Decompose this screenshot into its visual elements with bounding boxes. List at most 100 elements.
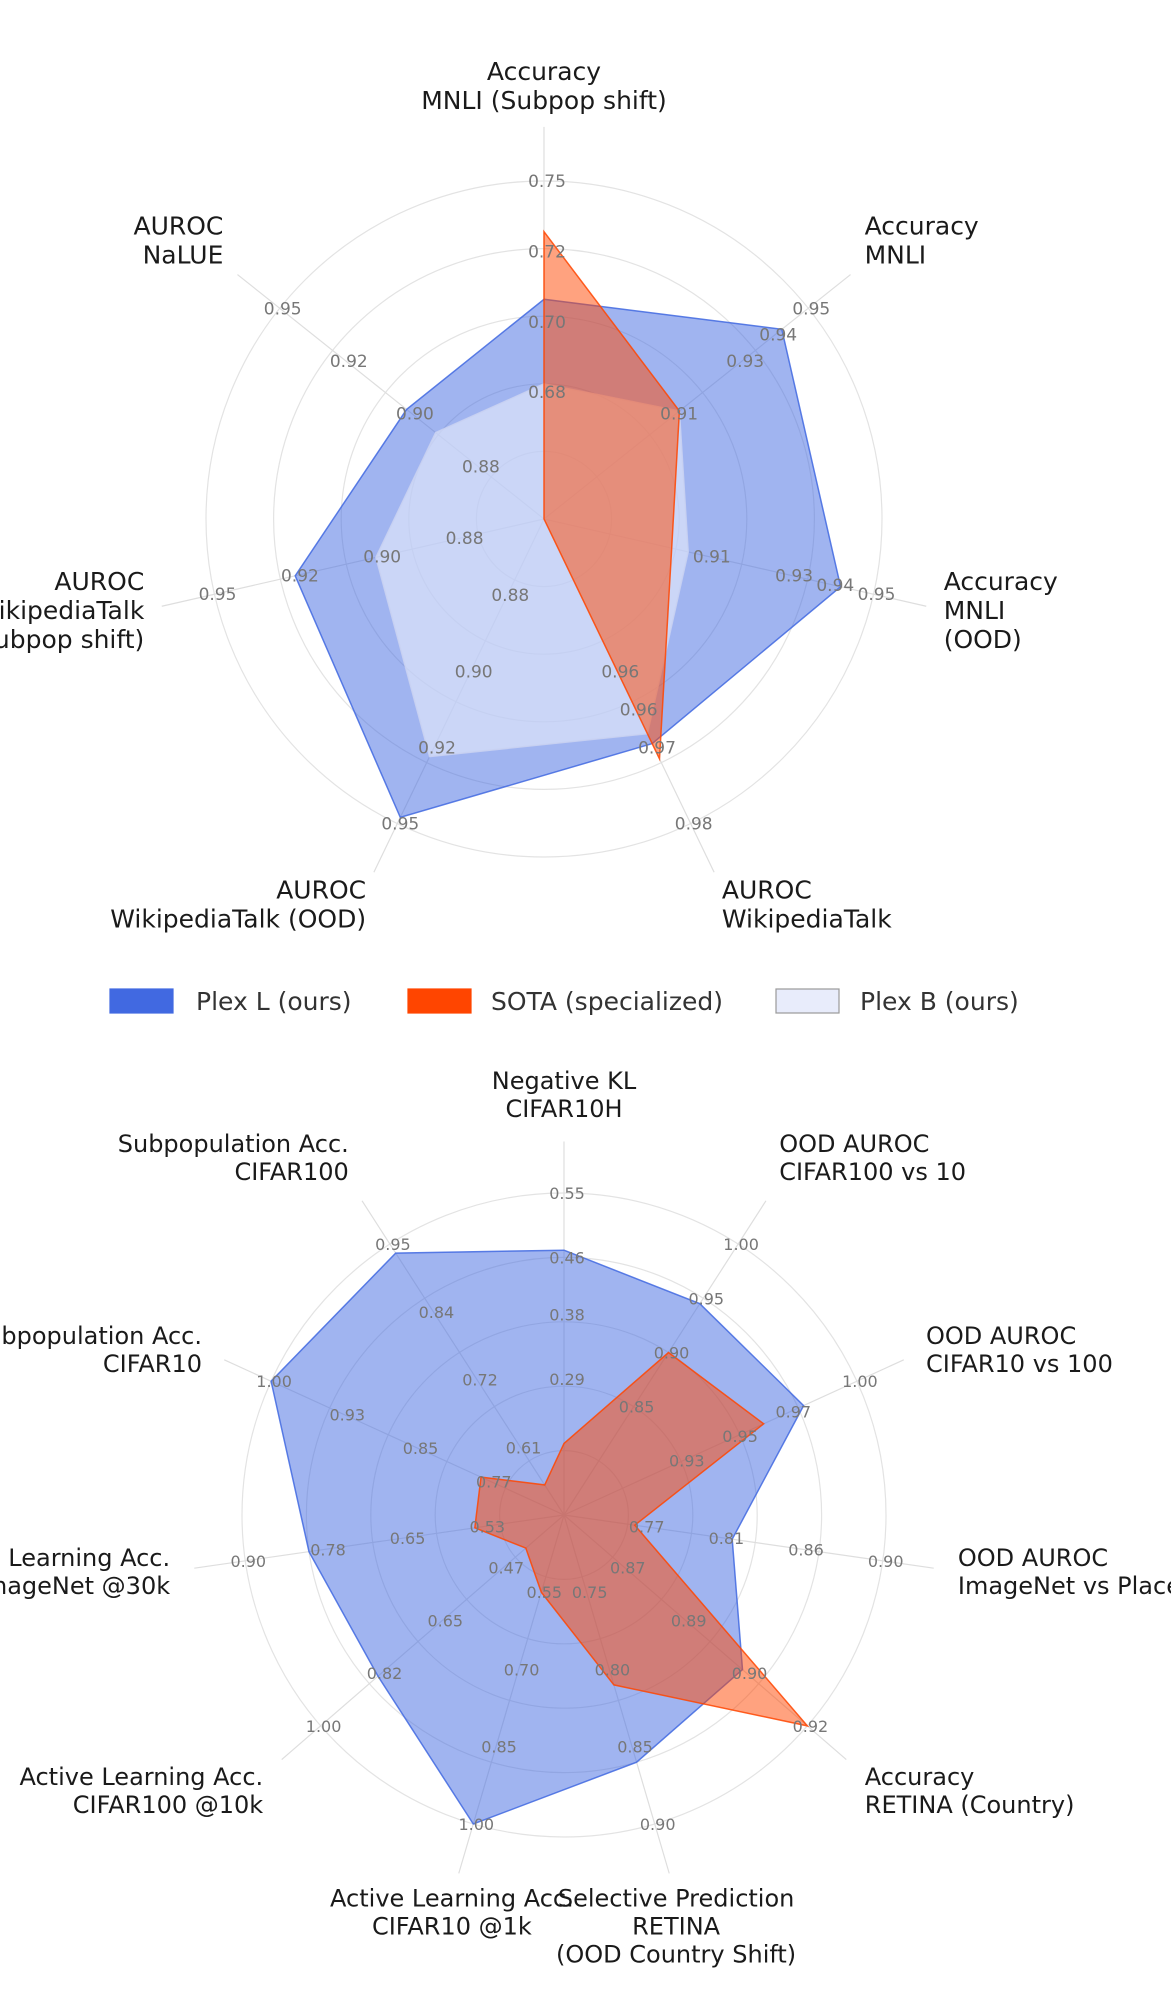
axis-title-line: CIFAR10 @1k [372, 1913, 532, 1941]
axis-title-line: ImageNet vs Places3 [958, 1572, 1171, 1600]
axis-title-line: OOD AUROC [926, 1322, 1076, 1350]
tick-label: 0.92 [281, 566, 319, 586]
axis-title: Active Learning Acc. CIFAR10 @1k [330, 1885, 574, 1941]
tick-label: 0.38 [549, 1306, 585, 1325]
axis-title: Accuracy MNLI [865, 211, 979, 269]
axis-title-line: WikipediaTalk [722, 904, 892, 933]
tick-label: 1.00 [723, 1235, 759, 1254]
tick-label: 0.68 [528, 383, 566, 403]
axis-title: Accuracy RETINA (Country) [865, 1763, 1075, 1819]
tick-label: 0.90 [732, 1664, 768, 1683]
tick-label: 0.78 [310, 1540, 346, 1559]
axis-title-line: WikipediaTalk [0, 596, 145, 625]
axis-title: AUROC WikipediaTalk (OOD) [110, 875, 366, 933]
tick-label: 0.93 [726, 352, 764, 372]
tick-label: 0.88 [462, 457, 500, 477]
legend-item[interactable]: SOTA (specialized) [407, 987, 723, 1016]
tick-label: 0.89 [671, 1611, 707, 1630]
radar-chart-vision: 0.29 0.38 0.46 0.55 0.85 0.90 0.95 1.00 0.93 0.95… [0, 1067, 1171, 1969]
axis-title: Subpopulation Acc. CIFAR100 [118, 1130, 349, 1186]
axis-title-line: WikipediaTalk (OOD) [110, 904, 366, 933]
tick-label: 0.90 [868, 1552, 904, 1571]
tick-label: 0.70 [528, 313, 566, 333]
axis-title-line: AUROC [722, 875, 812, 904]
legend-item[interactable]: Plex L (ours) [109, 987, 352, 1016]
tick-label: 0.95 [264, 299, 302, 319]
axis-title-line: CIFAR100 [234, 1158, 348, 1186]
tick-label: 0.72 [462, 1371, 498, 1390]
legend-label: Plex L (ours) [196, 987, 352, 1016]
legend: Plex L (ours) SOTA (specialized) Plex B (o… [109, 987, 1019, 1016]
tick-label: 0.85 [481, 1738, 517, 1757]
legend-swatch [407, 988, 472, 1014]
axis-title-line: OOD AUROC [779, 1130, 929, 1158]
tick-label: 0.90 [363, 548, 401, 568]
tick-label: 0.97 [638, 738, 676, 758]
series [270, 1249, 810, 1825]
tick-label: 0.91 [693, 548, 731, 568]
axis-title-line: CIFAR100 @10k [73, 1791, 264, 1819]
axis-title: Active Learning Acc. CIFAR100 @10k [19, 1763, 263, 1819]
axis-title: AUROC NaLUE [133, 211, 223, 269]
axis-title-line: Accuracy [865, 211, 979, 240]
legend-item[interactable]: Plex B (ours) [775, 987, 1019, 1016]
series [294, 229, 842, 819]
tick-label: 0.93 [775, 566, 813, 586]
tick-label: 0.92 [330, 352, 368, 372]
axis-title-line: CIFAR10 [103, 1350, 202, 1378]
tick-label: 0.95 [381, 815, 419, 835]
axis-title-line: (OOD Country Shift) [556, 1941, 796, 1969]
tick-label: 0.90 [654, 1344, 690, 1363]
axis-title-line: OOD AUROC [958, 1544, 1108, 1572]
axis-title-line: Selective Prediction [558, 1885, 795, 1913]
tick-label: 0.47 [488, 1559, 524, 1578]
tick-label: 0.85 [403, 1439, 439, 1458]
axis-title: Subpopulation Acc.CIFAR10 [0, 1322, 202, 1378]
axis-title-line: NaLUE [143, 240, 224, 269]
axis-title-line: MNLI [865, 240, 927, 269]
tick-label: 0.96 [601, 662, 639, 682]
axis-title-line: CIFAR10H [505, 1095, 622, 1123]
axis-title-line: Active Learning Acc. [19, 1763, 263, 1791]
tick-label: 0.94 [759, 326, 797, 346]
radar-chart-language: 0.680.700.720.750.910.930.940.950.910.93… [0, 57, 1058, 933]
axis-titles: Accuracy MNLI (Subpop shift)Accuracy MNLIA… [0, 57, 1058, 933]
tick-label: 0.95 [792, 299, 830, 319]
axis-title-line: RETINA (Country) [865, 1791, 1075, 1819]
tick-label: 0.86 [788, 1540, 824, 1559]
axis-title-line: Accuracy [865, 1763, 975, 1791]
tick-label: 1.00 [842, 1372, 878, 1391]
tick-label: 0.92 [793, 1717, 829, 1736]
tick-labels: 0.29 0.38 0.46 0.55 0.85 0.90 0.95 1.00 0.93 0.95… [230, 1184, 903, 1834]
axis-title-line: (Subpop shift) [0, 625, 144, 654]
axis-title: Accuracy MNLI (OOD) [944, 567, 1058, 654]
axis-title-line: CIFAR100 vs 10 [779, 1158, 966, 1186]
tick-label: 0.70 [504, 1661, 540, 1680]
tick-label: 0.93 [669, 1451, 705, 1470]
axis-title-line: AUROC [133, 211, 223, 240]
series-sota-specialized [473, 1351, 810, 1728]
tick-label: 0.88 [491, 586, 529, 606]
tick-label: 0.46 [549, 1248, 585, 1267]
tick-label: 0.65 [390, 1529, 426, 1548]
tick-label: 0.77 [629, 1518, 665, 1537]
tick-label: 0.75 [528, 172, 566, 192]
axis-title-line: Accuracy [487, 57, 601, 86]
axis-title: OOD AUROC CIFAR10 vs 100 [926, 1322, 1113, 1378]
axis-title: Accuracy MNLI (Subpop shift) [421, 57, 667, 115]
legend-swatch [775, 988, 840, 1014]
tick-label: 0.95 [722, 1427, 758, 1446]
tick-label: 0.98 [675, 815, 713, 835]
axis-title-line: Negative KL [492, 1067, 637, 1095]
tick-label: 0.77 [476, 1473, 512, 1492]
tick-label: 0.85 [617, 1738, 653, 1757]
tick-label: 0.92 [418, 738, 456, 758]
axis-title-line: Subpopulation Acc. [0, 1322, 202, 1350]
tick-label: 0.87 [610, 1559, 646, 1578]
axis-title: OOD AUROC CIFAR100 vs 10 [779, 1130, 966, 1186]
tick-label: 0.55 [526, 1583, 562, 1602]
legend-label: Plex B (ours) [860, 987, 1019, 1016]
